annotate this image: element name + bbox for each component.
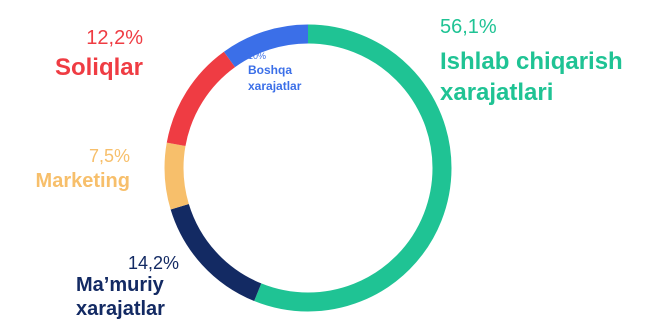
marketing-name-label: Marketing [35, 170, 130, 192]
production-percent-label: 56,1% [440, 16, 497, 38]
marketing-percent-label: 7,5% [88, 146, 130, 166]
taxes-name-label: Soliqlar [54, 54, 143, 81]
production-name-line1: Ishlab chiqarish [440, 48, 623, 75]
admin-name-line2: xarajatlar [76, 298, 165, 320]
other-name-line1: Boshqa [248, 63, 293, 77]
taxes-percent-label: 12,2% [86, 27, 143, 49]
admin-name-line1: Ma’muriy [76, 274, 164, 296]
other-percent-label: 10% [248, 51, 267, 61]
donut-segment-marketing [164, 24, 452, 312]
other-name-line2: xarajatlar [248, 79, 302, 93]
admin-percent-label: 14,2% [128, 253, 180, 273]
production-name-line2: xarajatlari [440, 79, 554, 106]
donut-segment-other [164, 24, 452, 312]
